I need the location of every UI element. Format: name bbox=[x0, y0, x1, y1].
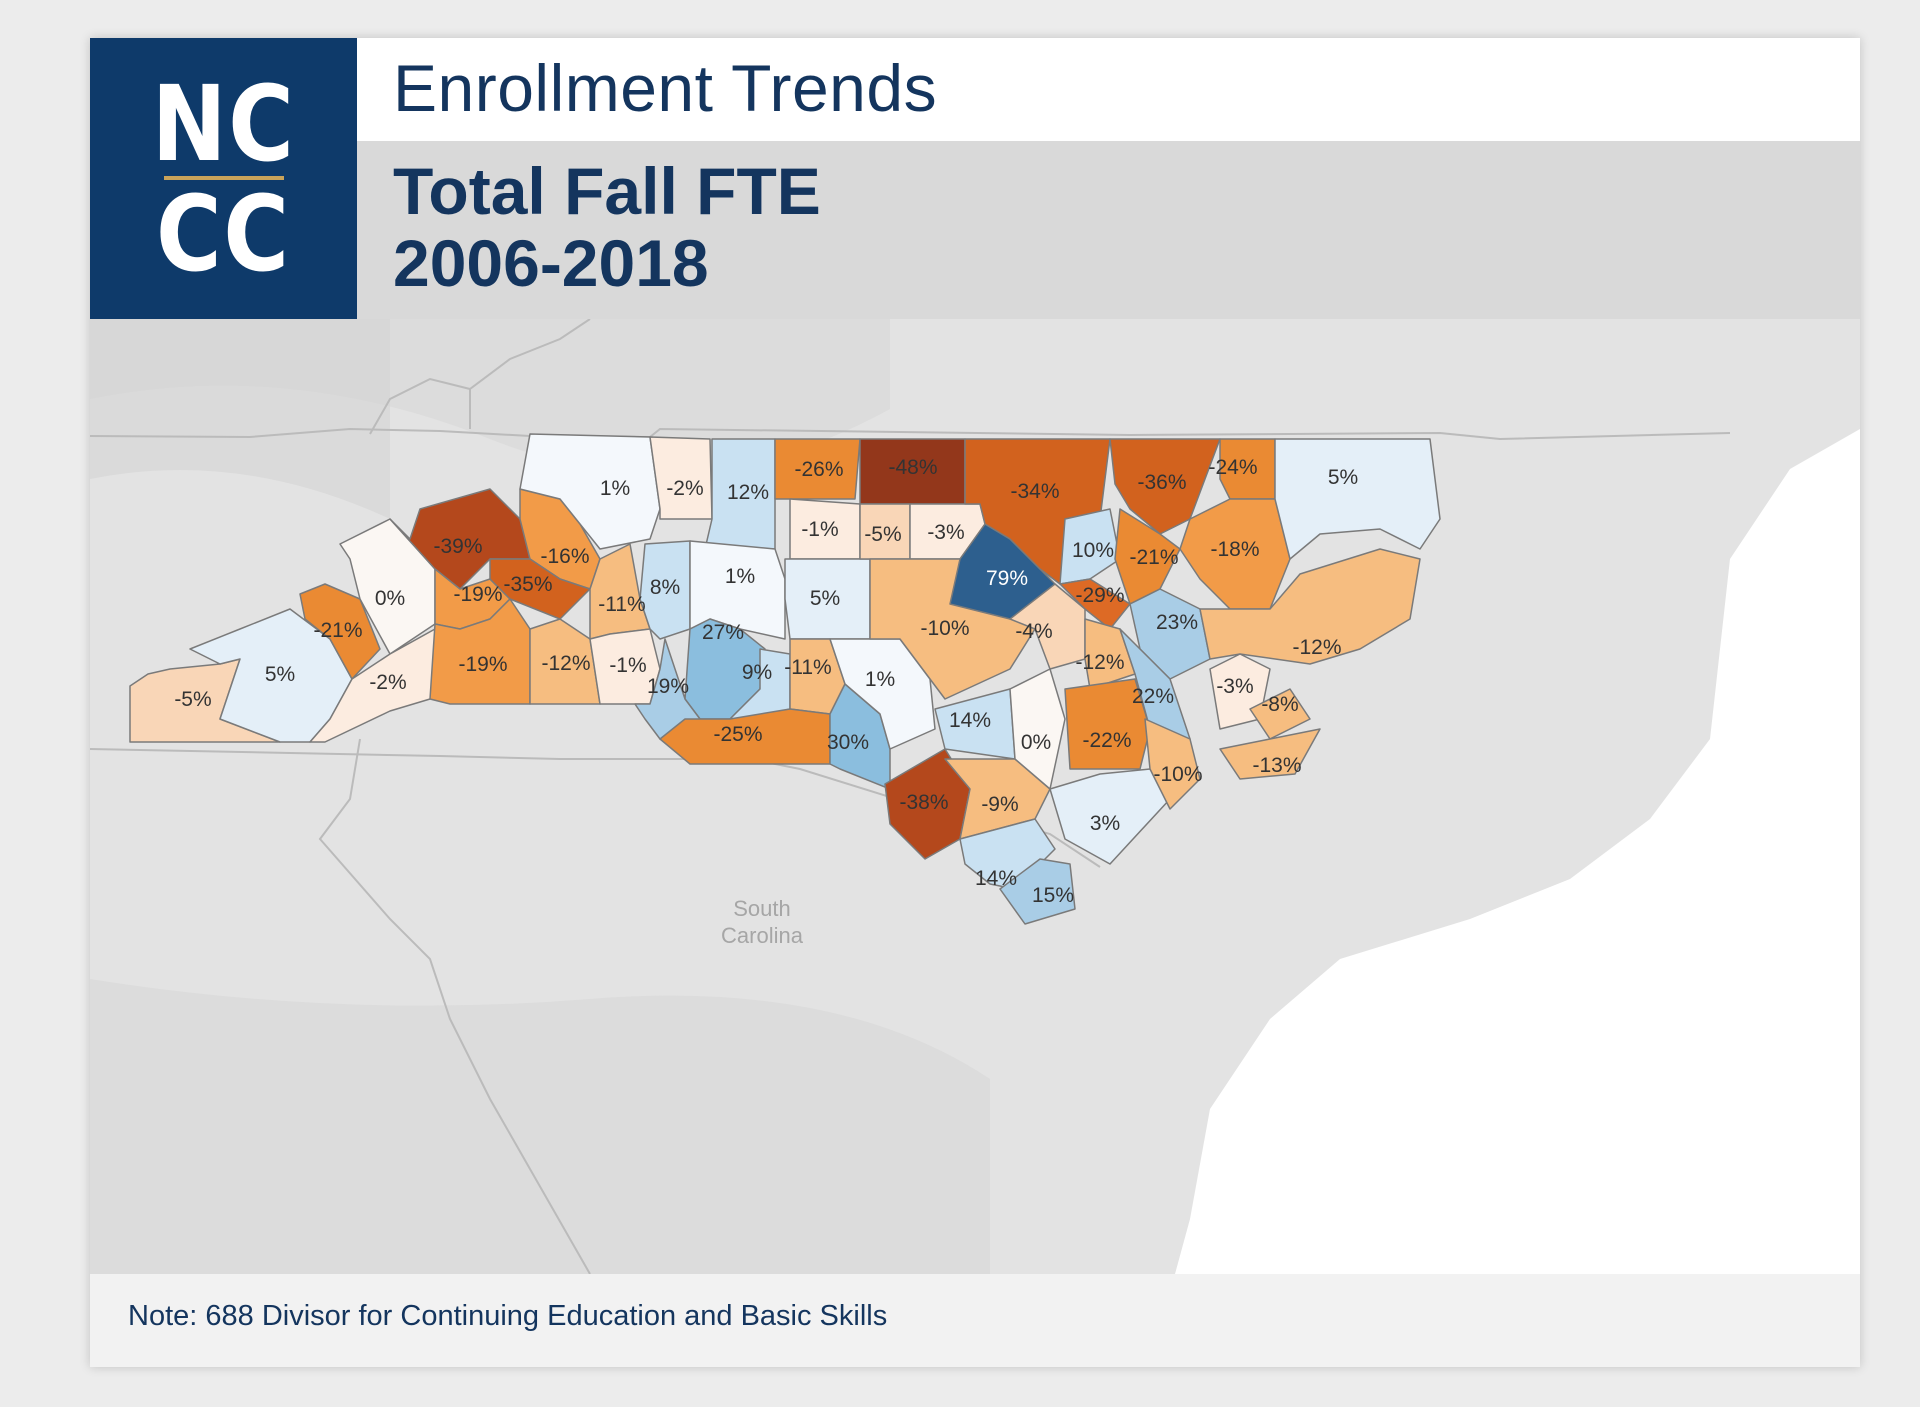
county-c03[interactable] bbox=[299, 583, 381, 680]
county-label-c39: -4% bbox=[1015, 620, 1052, 643]
county-c57[interactable] bbox=[1249, 688, 1311, 740]
county-c22[interactable] bbox=[774, 438, 861, 500]
county-label-c07: -16% bbox=[540, 545, 589, 568]
county-label-c30: -5% bbox=[864, 523, 901, 546]
county-label-c04: 0% bbox=[375, 587, 405, 610]
county-label-c23: -1% bbox=[801, 518, 838, 541]
county-label-c45: 14% bbox=[975, 867, 1017, 890]
county-label-c55: -12% bbox=[1292, 636, 1341, 659]
choropleth-map[interactable]: -5%5%-21%0%-2%-39% -16%-19% -35%-19% -12%-1… bbox=[90, 319, 1860, 1274]
county-label-c38: 0% bbox=[1021, 731, 1051, 754]
county-c54[interactable] bbox=[1274, 438, 1441, 560]
county-c38[interactable] bbox=[1009, 668, 1066, 790]
county-label-c12: -11% bbox=[598, 593, 645, 616]
county-label-c11: -12% bbox=[541, 652, 590, 675]
county-label-c09: -35% bbox=[503, 573, 552, 596]
county-label-c50: 22% bbox=[1132, 685, 1174, 708]
county-label-c31: -3% bbox=[927, 521, 964, 544]
title-bar: Enrollment Trends bbox=[357, 38, 1860, 141]
logo-line-1: NC bbox=[151, 62, 296, 185]
county-label-c03: -21% bbox=[313, 619, 362, 642]
county-label-c56: -3% bbox=[1216, 675, 1253, 698]
county-label-c49: 23% bbox=[1156, 611, 1198, 634]
county-label-c05: -2% bbox=[369, 671, 406, 694]
county-label-c24: 5% bbox=[810, 587, 840, 610]
county-label-c08: -19% bbox=[453, 583, 502, 606]
county-label-c06: -39% bbox=[433, 535, 482, 558]
county-label-c42: -12% bbox=[1075, 651, 1124, 674]
county-label-c01: -5% bbox=[174, 688, 211, 711]
county-c51[interactable] bbox=[1144, 718, 1201, 810]
county-label-c25: -11% bbox=[784, 656, 831, 679]
county-label-layer: -5%5%-21%0%-2%-39% -16%-19% -35%-19% -12%-1… bbox=[174, 456, 1358, 907]
county-label-c26: -25% bbox=[713, 723, 762, 746]
county-label-c29: -48% bbox=[888, 456, 937, 479]
county-layer[interactable] bbox=[129, 433, 1441, 925]
county-label-c33: 79% bbox=[986, 567, 1028, 590]
county-label-c15: -2% bbox=[666, 477, 703, 500]
place-label-carolina: Carolina bbox=[721, 923, 804, 948]
county-c20[interactable] bbox=[634, 638, 701, 740]
county-c15[interactable] bbox=[649, 436, 713, 520]
county-label-c52: -24% bbox=[1208, 456, 1257, 479]
county-label-c44: 3% bbox=[1090, 812, 1120, 835]
county-c43[interactable] bbox=[1064, 678, 1151, 770]
county-label-c48: -21% bbox=[1129, 546, 1178, 569]
county-label-c35: -38% bbox=[899, 791, 948, 814]
county-label-c10: -19% bbox=[458, 653, 507, 676]
county-c05[interactable] bbox=[309, 628, 451, 743]
county-label-c54: 5% bbox=[1328, 466, 1358, 489]
county-label-c28: 1% bbox=[865, 668, 895, 691]
logo-divider bbox=[163, 175, 284, 180]
county-label-c41: -29% bbox=[1075, 584, 1124, 607]
county-label-c13: -1% bbox=[609, 654, 646, 677]
county-c46[interactable] bbox=[999, 858, 1076, 925]
county-label-c19: 27% bbox=[702, 621, 744, 644]
county-label-c27: 30% bbox=[827, 731, 869, 754]
footer: Note: 688 Divisor for Continuing Educati… bbox=[90, 1274, 1860, 1367]
county-label-c53: -18% bbox=[1210, 538, 1259, 561]
county-label-c32: -10% bbox=[920, 617, 969, 640]
county-label-c18: 1% bbox=[725, 565, 755, 588]
county-label-c43: -22% bbox=[1082, 729, 1131, 752]
county-c41[interactable] bbox=[1059, 578, 1131, 630]
county-label-c34: -34% bbox=[1010, 480, 1059, 503]
subtitle-line-1: Total Fall FTE bbox=[393, 154, 821, 228]
nccc-logo: NC CC bbox=[90, 38, 357, 319]
county-label-c02: 5% bbox=[265, 663, 295, 686]
subtitle-line-2: 2006-2018 bbox=[393, 226, 709, 300]
state-border bbox=[469, 319, 591, 429]
county-label-c36: 14% bbox=[949, 709, 991, 732]
county-label-c57: -8% bbox=[1261, 693, 1298, 716]
county-c40[interactable] bbox=[1059, 508, 1121, 585]
state-border bbox=[318, 738, 591, 1274]
slide: NC CC Enrollment Trends Total Fall FTE 2… bbox=[90, 38, 1860, 1367]
county-c55[interactable] bbox=[1199, 548, 1421, 665]
county-label-c58: -13% bbox=[1252, 754, 1301, 777]
footer-note: Note: 688 Divisor for Continuing Educati… bbox=[128, 1300, 888, 1332]
county-label-c51: -10% bbox=[1153, 763, 1202, 786]
county-label-c17: 8% bbox=[650, 576, 680, 599]
terrain-shading bbox=[90, 319, 390, 519]
county-label-c46: 15% bbox=[1032, 884, 1074, 907]
county-c09[interactable] bbox=[489, 558, 591, 620]
county-label-c21: 9% bbox=[742, 661, 772, 684]
subtitle-band: Total Fall FTE 2006-2018 bbox=[357, 141, 1860, 319]
county-label-c16: 12% bbox=[727, 481, 769, 504]
county-label-c37: -9% bbox=[981, 793, 1018, 816]
county-label-c20: 19% bbox=[647, 675, 689, 698]
county-label-c14: 1% bbox=[600, 477, 630, 500]
county-label-c22: -26% bbox=[794, 458, 843, 481]
terrain-shading bbox=[90, 979, 990, 1274]
county-c58[interactable] bbox=[1219, 728, 1321, 780]
logo-line-2: CC bbox=[156, 172, 291, 295]
state-border bbox=[369, 377, 471, 435]
place-label-south: South bbox=[733, 896, 791, 921]
page-title: Enrollment Trends bbox=[393, 51, 938, 125]
county-label-c47: -36% bbox=[1137, 471, 1186, 494]
map-area[interactable]: -5% 5% -21% 0% -2% -39% -16% -19% -35% -19% -12% -1… bbox=[90, 319, 1860, 1274]
county-label-c40: 10% bbox=[1072, 539, 1114, 562]
